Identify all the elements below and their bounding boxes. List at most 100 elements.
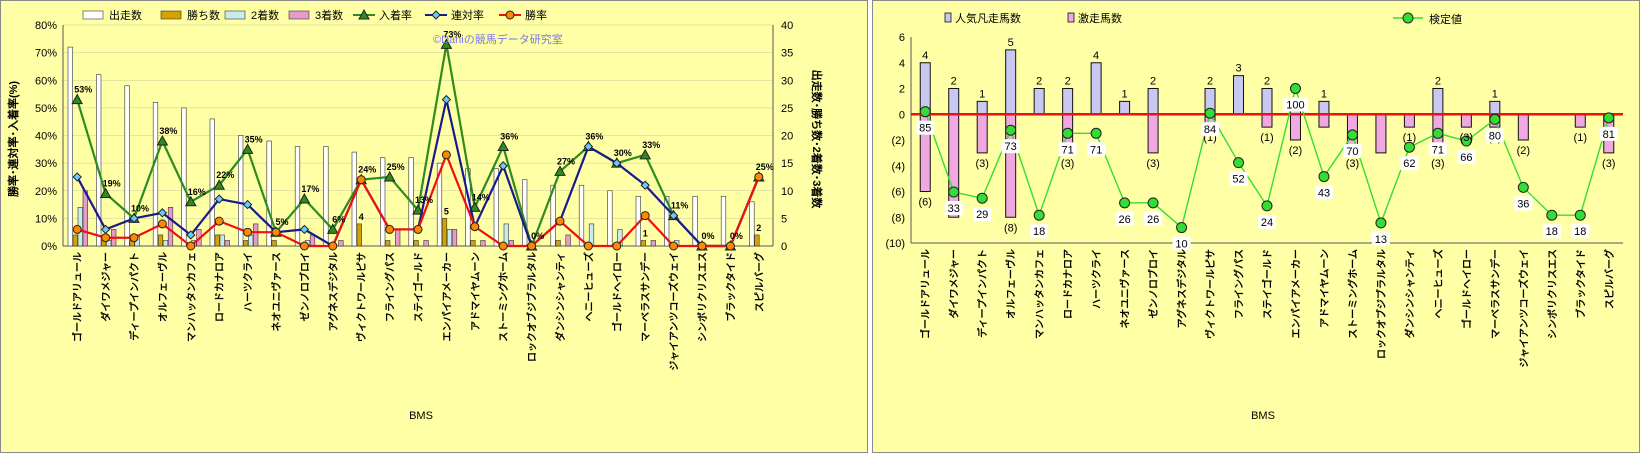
test-label: 33 — [948, 203, 960, 215]
line-point — [725, 241, 735, 251]
legend-label: 連対率 — [451, 8, 484, 22]
bar-0 — [550, 184, 556, 247]
y-tick-label: (8) — [892, 212, 905, 224]
test-label: 85 — [919, 123, 931, 135]
y-tick-label: 0% — [41, 241, 57, 253]
flop-bar — [1289, 113, 1301, 141]
line-point — [413, 224, 423, 234]
top3-data-label: 19% — [103, 179, 121, 189]
test-point — [1489, 113, 1501, 125]
category-label: アドマイヤムーン — [1319, 249, 1331, 328]
test-point — [1346, 129, 1358, 141]
line-point — [639, 148, 652, 160]
upset-bar — [1432, 88, 1444, 115]
bar-1 — [356, 223, 362, 247]
line-point — [101, 233, 111, 243]
line-point — [129, 233, 139, 243]
line-point — [326, 223, 339, 234]
line-point — [555, 216, 565, 226]
upset-bar — [1033, 88, 1045, 115]
upset-label: 2 — [1065, 76, 1071, 88]
test-point — [1517, 181, 1529, 193]
line-point — [498, 161, 508, 171]
top3-data-label: 0% — [531, 231, 544, 241]
top3-data-label: 33% — [642, 140, 660, 150]
test-label-bg — [1400, 156, 1419, 171]
test-label: 80 — [1489, 130, 1501, 142]
test-label-bg — [1058, 142, 1077, 157]
test-point — [1204, 107, 1216, 119]
test-label: 29 — [976, 209, 988, 221]
legend-label: 勝率 — [525, 8, 547, 22]
flop-label: (3) — [1602, 158, 1615, 170]
test-label: 13 — [1375, 234, 1387, 246]
line-point — [271, 227, 281, 237]
y2-tick-label: 25 — [781, 103, 793, 115]
bar-3 — [253, 223, 259, 247]
line-point — [299, 224, 310, 235]
upset-label: 4 — [1093, 50, 1099, 62]
test-point — [1318, 171, 1330, 183]
legend-swatch — [160, 10, 182, 20]
test-label: 18 — [1574, 226, 1586, 238]
top3-data-label: 25% — [387, 162, 405, 172]
category-label: ストーミングホーム — [497, 252, 510, 342]
category-label: ダイワメジャー — [948, 249, 961, 319]
test-label-bg — [1314, 185, 1333, 200]
category-label: ステイゴールド — [412, 252, 425, 322]
y-tick-label: 70% — [35, 48, 57, 60]
bar-1 — [640, 240, 646, 247]
y-tick-label: 6 — [899, 32, 905, 44]
test-label: 100 — [1286, 100, 1304, 112]
category-label: フライングパス — [384, 252, 397, 322]
upset-bar — [1005, 49, 1017, 115]
left-chart-panel: 0% 10% 20% 30% 40% 50% 60% 70% 80% 0 5 10 15 20 25 30 35… — [0, 0, 868, 453]
test-point — [1375, 217, 1387, 229]
y2-tick-label: 40 — [781, 20, 793, 32]
top3-data-label: 27% — [557, 156, 575, 166]
category-label: マーベラスサンデー — [639, 252, 652, 342]
flop-label: (3) — [1431, 158, 1444, 170]
bar-1 — [271, 240, 277, 247]
flop-label: (2) — [1289, 145, 1302, 157]
bar-3 — [224, 240, 230, 247]
top3-data-label: 24% — [358, 165, 376, 175]
wins-data-label: 5 — [444, 206, 449, 216]
test-label-bg — [1258, 214, 1276, 229]
test-label: 24 — [1261, 217, 1273, 229]
upset-label: 2 — [1264, 76, 1270, 88]
y2-tick-label: 35 — [781, 48, 793, 60]
bar-1 — [470, 240, 476, 247]
line-point — [214, 194, 224, 204]
legend-label: 人気凡走馬数 — [955, 11, 1021, 25]
bar-3 — [309, 234, 316, 247]
category-label: ゴールドヘイロー — [1460, 249, 1473, 329]
flop-bar — [1261, 113, 1273, 128]
bar-3 — [395, 229, 401, 247]
test-label-bg — [1087, 142, 1106, 157]
line-series-1 — [76, 99, 760, 248]
category-label: ロードカナロア — [214, 252, 226, 322]
bar-3 — [167, 207, 174, 247]
bar-0 — [266, 140, 272, 247]
category-label: ジャイアンツコーズウェイ — [668, 252, 681, 371]
line-point — [100, 224, 111, 235]
flop-label: (3) — [1146, 158, 1159, 170]
bar-3 — [480, 240, 486, 247]
y2-tick-label: 10 — [781, 186, 793, 198]
bar-1 — [385, 240, 391, 247]
test-point — [1147, 197, 1159, 209]
bar-0 — [436, 162, 443, 247]
category-label: マンハッタンカフェ — [1034, 249, 1046, 339]
legend-swatch — [944, 12, 952, 23]
legend-marker — [358, 8, 370, 20]
y2-tick-label: 15 — [781, 158, 793, 170]
test-label-bg — [1428, 142, 1447, 157]
flop-bar — [1574, 113, 1586, 128]
line-point — [99, 187, 112, 199]
bar-1 — [157, 234, 164, 247]
test-label: 26 — [1147, 214, 1159, 226]
upset-label: 2 — [1435, 76, 1441, 88]
category-label: スピルバーグ — [1603, 249, 1616, 309]
